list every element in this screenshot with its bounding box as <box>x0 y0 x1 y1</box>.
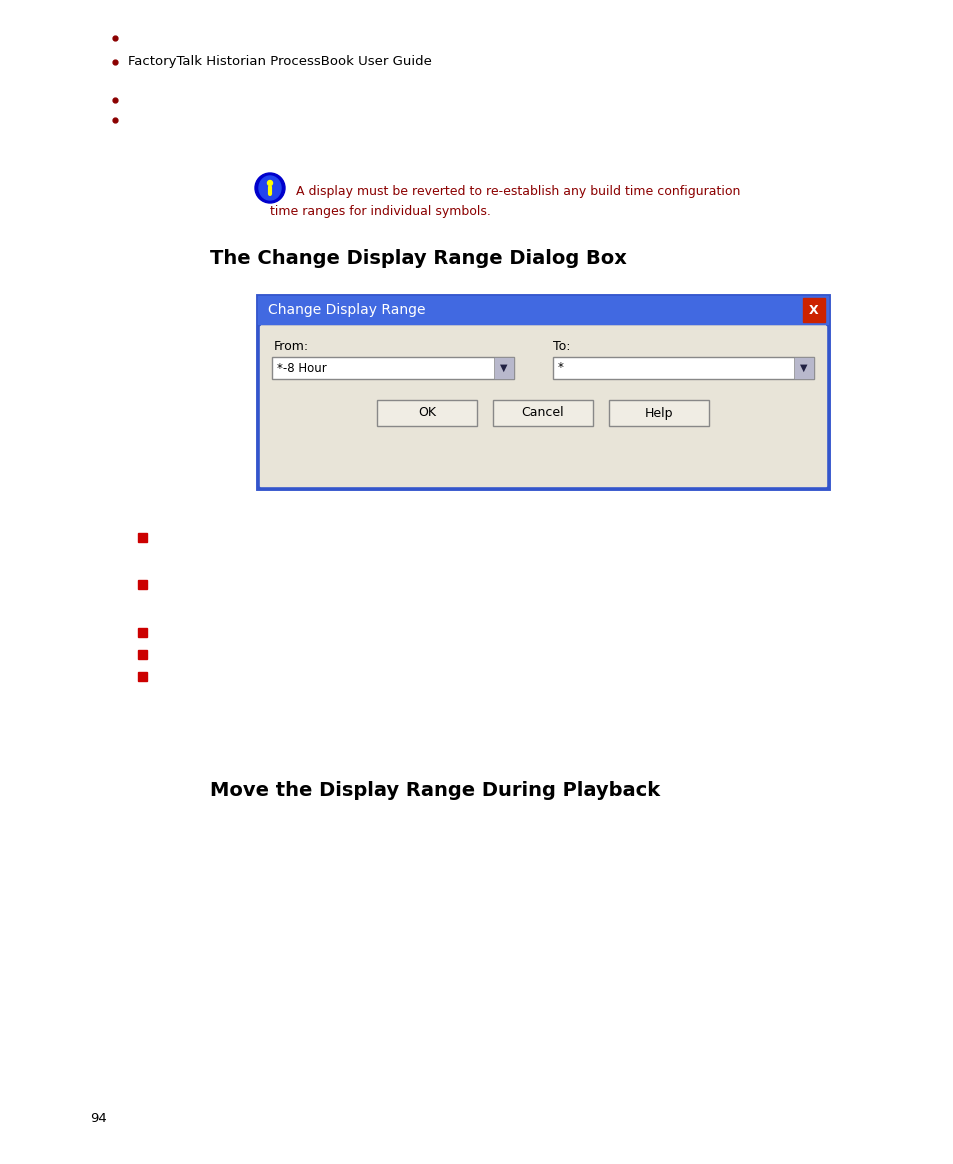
Text: Help: Help <box>644 406 673 419</box>
Bar <box>376 400 476 426</box>
Text: ▼: ▼ <box>800 363 807 372</box>
Text: Move the Display Range During Playback: Move the Display Range During Playback <box>210 781 659 800</box>
Bar <box>553 357 813 379</box>
Text: 94: 94 <box>90 1112 107 1124</box>
Text: To:: To: <box>553 340 570 353</box>
Text: *: * <box>558 362 563 375</box>
Circle shape <box>267 180 273 185</box>
Bar <box>608 400 708 426</box>
Bar <box>494 357 514 379</box>
Text: X: X <box>808 304 818 317</box>
Text: From:: From: <box>274 340 309 353</box>
Text: time ranges for individual symbols.: time ranges for individual symbols. <box>270 206 491 219</box>
Bar <box>257 296 827 488</box>
Bar <box>272 357 514 379</box>
Text: ▼: ▼ <box>499 363 507 372</box>
Bar <box>493 400 593 426</box>
Ellipse shape <box>258 176 281 200</box>
Bar <box>257 296 827 324</box>
Bar <box>138 672 147 681</box>
Text: Change Display Range: Change Display Range <box>268 303 425 317</box>
Text: FactoryTalk Historian ProcessBook User Guide: FactoryTalk Historian ProcessBook User G… <box>128 56 432 69</box>
Text: Cancel: Cancel <box>521 406 564 419</box>
Bar <box>793 357 813 379</box>
Bar <box>138 629 147 637</box>
Bar <box>138 650 147 659</box>
Text: OK: OK <box>417 406 436 419</box>
Text: A display must be reverted to re-establish any build time configuration: A display must be reverted to re-establi… <box>295 185 740 199</box>
Circle shape <box>254 173 285 203</box>
Bar <box>802 298 824 322</box>
Bar <box>138 533 147 542</box>
Bar <box>260 326 825 487</box>
Bar <box>138 580 147 589</box>
Text: The Change Display Range Dialog Box: The Change Display Range Dialog Box <box>210 248 626 268</box>
Text: *-8 Hour: *-8 Hour <box>276 362 327 375</box>
